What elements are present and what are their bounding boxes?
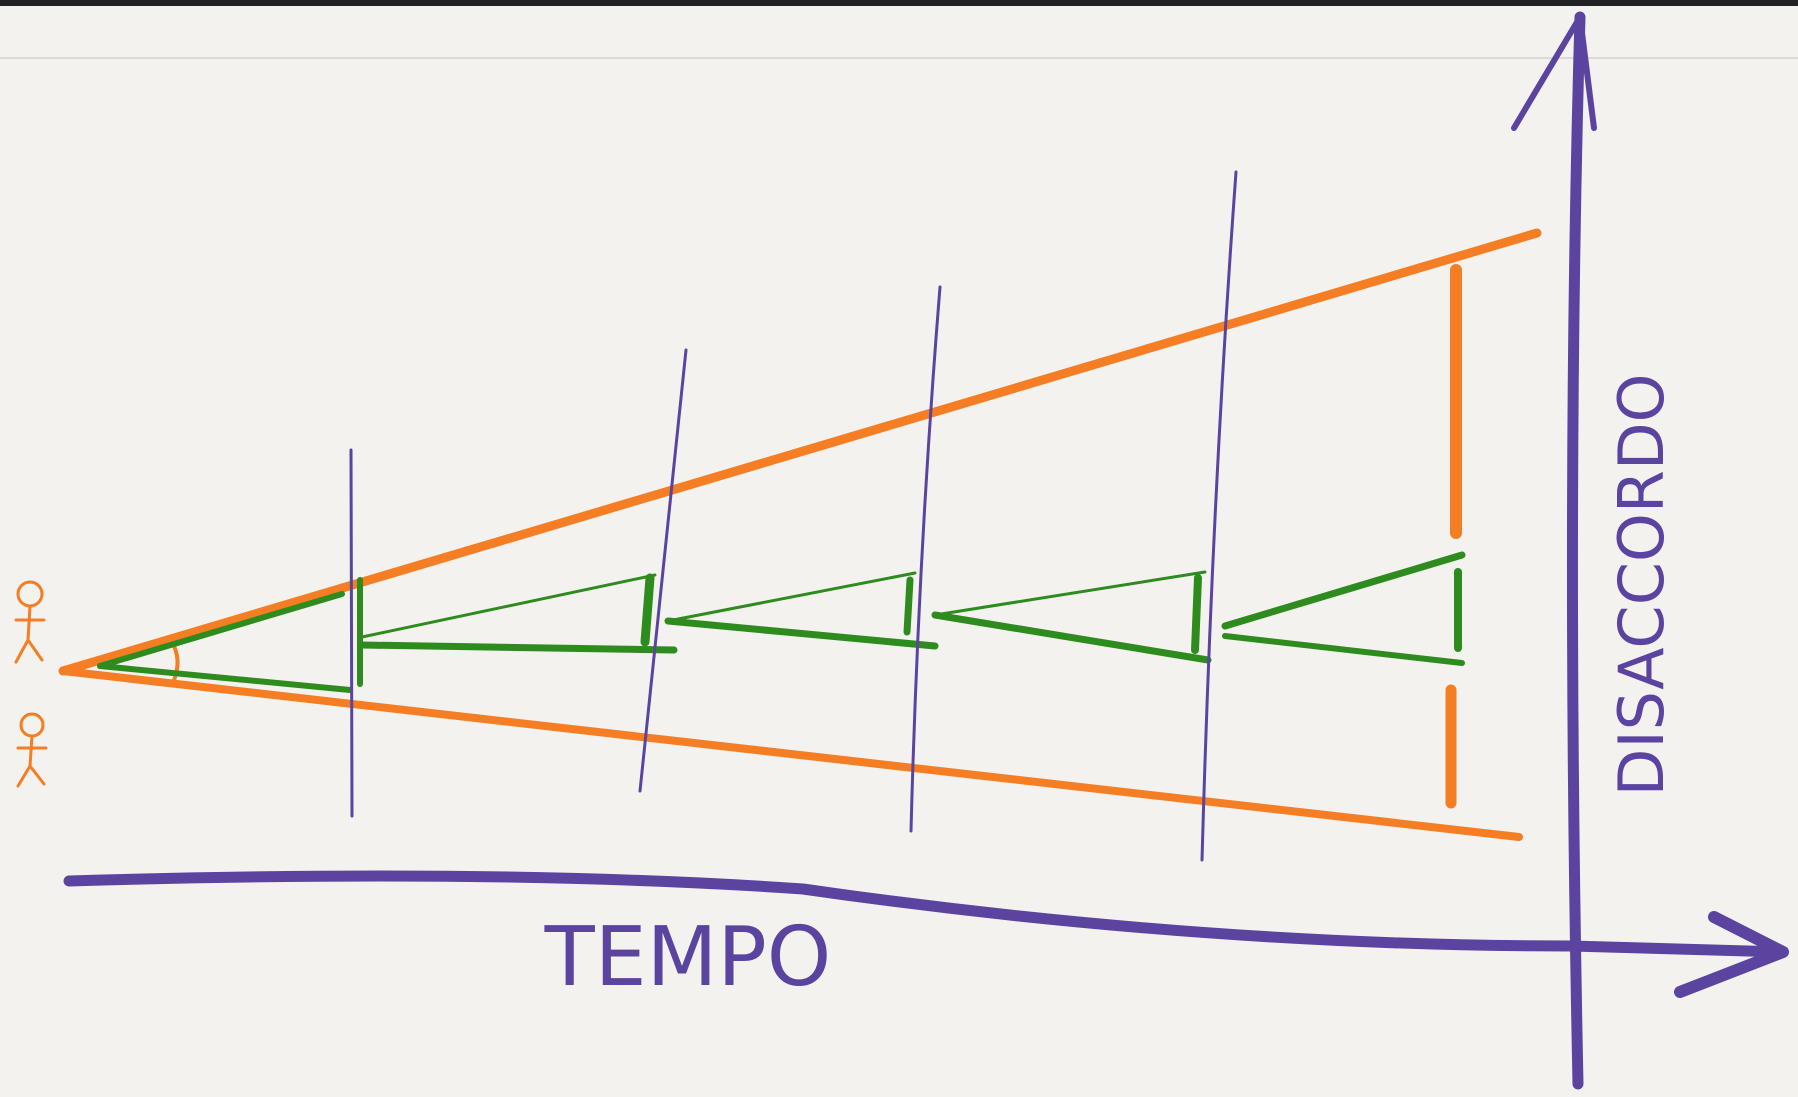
figure-2 [16,712,48,788]
x-axis-label: TEMPO [544,910,832,1005]
time-slices [349,170,1238,862]
figure-1 [14,580,46,664]
y-axis-arrow [1511,14,1597,131]
x-axis-arrow [1674,911,1789,998]
wedges [97,551,1466,693]
x-axis [63,870,1789,958]
y-axis [1566,11,1586,1090]
cone-lower [59,667,1523,841]
y-axis-label: DISACCORDO [1605,374,1678,797]
cone-upper [58,228,1542,676]
top-bar [0,0,1798,6]
